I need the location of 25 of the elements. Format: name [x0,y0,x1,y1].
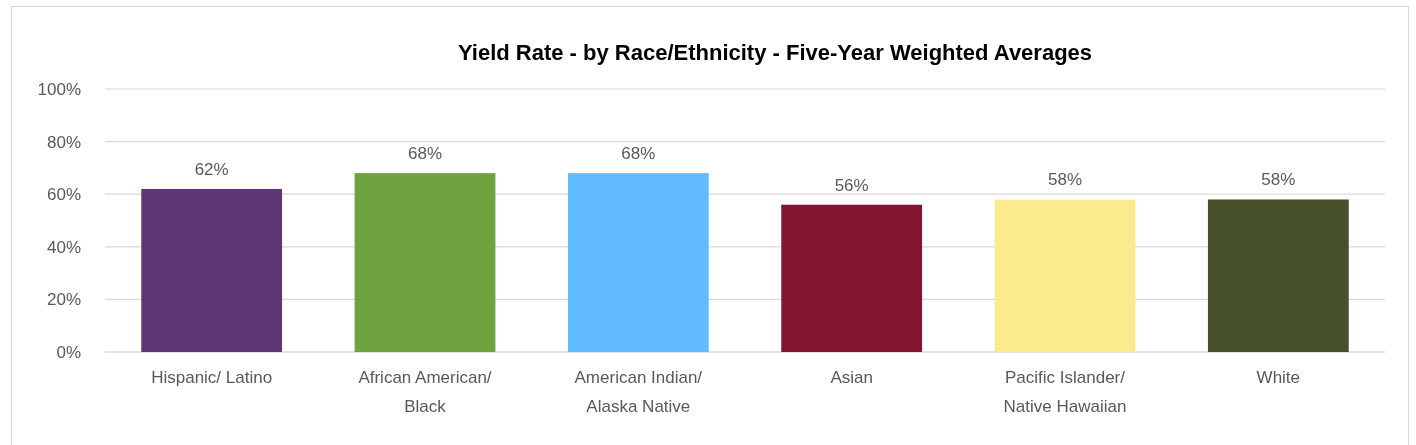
x-tick-label: Asian [830,368,873,387]
y-tick-label: 100% [37,79,81,99]
y-tick-label: 20% [46,290,81,310]
x-tick-label: African American/ Black [358,368,492,416]
bar [1207,199,1349,352]
bar [354,173,496,352]
data-label: 56% [834,175,869,195]
data-label: 68% [621,144,656,164]
data-label: 68% [407,144,443,164]
bar [781,204,923,352]
x-tick-label: Hispanic/ Latino [151,368,273,387]
chart-title: Yield Rate - by Race/Ethnicity - Five-Year Weighted Averages [457,40,1093,65]
x-tick-label: Pacific Islander/ Native Hawaiian [1003,368,1127,416]
bar [994,199,1136,352]
bar [141,188,283,352]
y-tick-label: 80% [46,132,81,152]
data-label: 62% [194,159,229,179]
data-label: 58% [1261,170,1296,190]
bar [567,173,709,352]
data-label: 58% [1047,170,1083,190]
y-tick-label: 60% [46,185,81,205]
y-tick-label: 0% [56,342,81,362]
y-tick-label: 40% [46,237,81,257]
x-tick-label: White [1256,368,1301,387]
x-tick-label: American Indian/ Alaska Native [574,368,703,416]
